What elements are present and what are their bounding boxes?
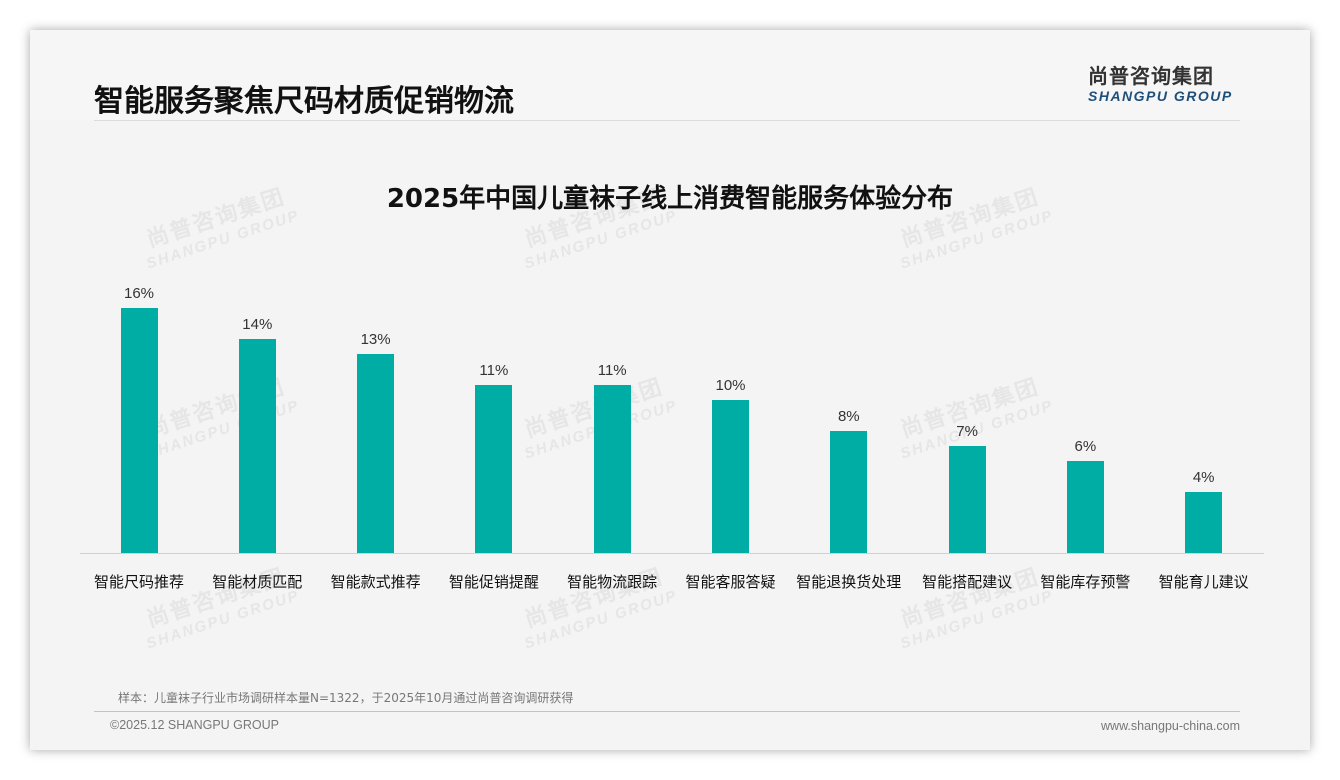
x-axis-line <box>80 553 1264 554</box>
sample-note: 样本：儿童袜子行业市场调研样本量N=1322，于2025年10月通过尚普咨询调研… <box>118 691 574 705</box>
data-label: 6% <box>1074 438 1097 456</box>
bar <box>475 384 513 553</box>
bar <box>1066 461 1104 553</box>
data-label: 8% <box>837 407 860 425</box>
bar <box>593 384 631 553</box>
copyright-text: ©2025.12 SHANGPU GROUP <box>110 718 279 732</box>
data-label: 11% <box>597 361 627 379</box>
slide: 智能服务聚焦尺码材质促销物流 尚普咨询集团 SHANGPU GROUP 尚普咨询… <box>30 30 1310 750</box>
bar <box>1185 491 1223 553</box>
company-logo: 尚普咨询集团 SHANGPU GROUP <box>1088 64 1248 104</box>
data-label: 13% <box>360 331 391 349</box>
category-label: 智能材质匹配 <box>212 573 303 591</box>
category-label: 智能客服答疑 <box>685 573 776 591</box>
bar <box>238 338 276 553</box>
chart-title: 2025年中国儿童袜子线上消费智能服务体验分布 <box>386 184 954 214</box>
bar-chart: 16% 智能尺码推荐 14% 智能材质匹配 13% 智能款式推荐 11% 智能促销提醒 11% 智… <box>80 280 1264 591</box>
data-label: 10% <box>715 377 746 394</box>
category-label: 智能尺码推荐 <box>93 573 184 591</box>
data-label: 11% <box>479 361 509 379</box>
category-label: 智能育儿建议 <box>1158 573 1249 591</box>
logo-cn-text: 尚普咨询集团 <box>1088 64 1214 88</box>
data-label: 16% <box>123 285 155 303</box>
bar <box>120 308 158 553</box>
title-divider <box>94 120 1240 121</box>
logo-en-text: SHANGPU GROUP <box>1088 88 1233 104</box>
data-label: 7% <box>956 422 978 440</box>
page-title: 智能服务聚焦尺码材质促销物流 <box>94 84 514 119</box>
bar <box>948 445 986 553</box>
data-label: 14% <box>242 315 273 333</box>
bar <box>830 430 868 553</box>
bar <box>357 354 395 553</box>
category-label: 智能搭配建议 <box>922 573 1013 591</box>
data-label: 4% <box>1192 468 1215 486</box>
footer-divider <box>94 711 1240 712</box>
website-link[interactable]: www.shangpu-china.com <box>1101 719 1240 733</box>
category-label: 智能退换货处理 <box>796 573 902 591</box>
header-band <box>30 30 1310 120</box>
category-label: 智能物流跟踪 <box>567 573 658 591</box>
category-label: 智能库存预警 <box>1040 573 1131 591</box>
category-label: 智能款式推荐 <box>330 573 421 591</box>
category-label: 智能促销提醒 <box>448 573 539 591</box>
bar <box>712 400 749 553</box>
